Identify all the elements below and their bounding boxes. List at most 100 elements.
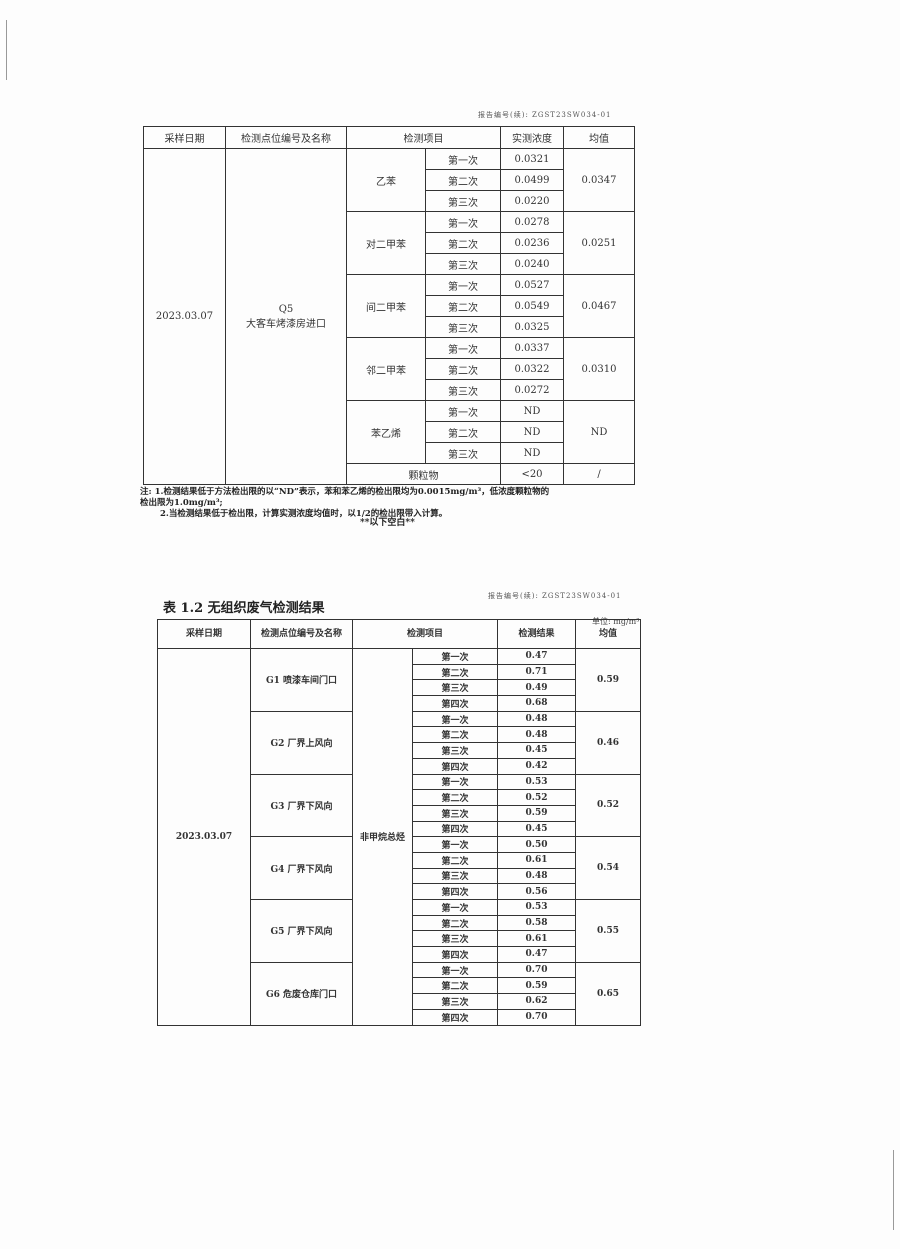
measured-value: 0.59 bbox=[497, 804, 577, 822]
item-name: 邻二甲苯 bbox=[346, 337, 426, 401]
measured-value: 0.45 bbox=[497, 820, 577, 838]
run-label: 第二次 bbox=[425, 232, 501, 254]
item-name: 间二甲苯 bbox=[346, 274, 426, 338]
sampling-point: G4 厂界下风向 bbox=[250, 836, 353, 900]
mean-value: / bbox=[563, 463, 635, 485]
mean-value: 0.46 bbox=[575, 710, 642, 775]
run-label: 第四次 bbox=[411, 820, 499, 838]
run-label: 第三次 bbox=[411, 804, 499, 822]
measured-value: 0.59 bbox=[497, 977, 577, 995]
header-item: 检测项目 bbox=[346, 126, 501, 149]
mean-value: 0.52 bbox=[575, 773, 642, 838]
run-label: 第三次 bbox=[425, 253, 501, 275]
table-row: 第三次 0.0240 bbox=[144, 253, 635, 275]
measured-value: 0.0527 bbox=[500, 274, 564, 296]
run-label: 第二次 bbox=[411, 726, 499, 744]
run-label: 第一次 bbox=[411, 899, 499, 916]
item-name: 乙苯 bbox=[346, 148, 426, 212]
run-label: 第一次 bbox=[425, 148, 501, 170]
mean-value: 0.0310 bbox=[563, 337, 635, 401]
table-row: 第二次 0.52 bbox=[158, 789, 641, 806]
scan-edge bbox=[893, 1150, 894, 1230]
sample-date: 2023.03.07 bbox=[157, 648, 251, 1026]
note-line: 2.当检测结果低于检出限，计算实测浓度均值时，以1/2的检出限带入计算。 bbox=[160, 509, 448, 519]
run-label: 第二次 bbox=[425, 295, 501, 317]
measured-value: 0.49 bbox=[497, 679, 577, 697]
table-row: 2023.03.07 Q5 大客车烤漆房进口 乙苯 第一次 0.0321 0.0347 bbox=[143, 148, 635, 485]
header-item: 检测项目 bbox=[351, 619, 499, 649]
measured-value: <20 bbox=[500, 463, 564, 485]
measured-value: ND bbox=[500, 400, 564, 422]
table-row: 第四次 0.56 bbox=[158, 883, 641, 900]
run-label: 第二次 bbox=[425, 358, 501, 380]
measured-value: 0.61 bbox=[497, 851, 577, 869]
table-row: 第三次 0.0272 bbox=[144, 379, 635, 401]
header-value: 实测浓度 bbox=[500, 126, 564, 149]
voc-results-table: 采样日期 检测点位编号及名称 检测项目 实测浓度 均值 2023.03.07 Q5… bbox=[143, 126, 635, 485]
run-label: 第二次 bbox=[425, 421, 501, 443]
measured-value: 0.48 bbox=[497, 867, 577, 885]
run-label: 第一次 bbox=[425, 337, 501, 359]
run-label: 第一次 bbox=[411, 773, 499, 791]
table-row: 2023.03.07 G1 喷漆车间门口 非甲烷总烃 第一次 0.47 0.59 bbox=[157, 648, 642, 1026]
measured-value: 0.0325 bbox=[500, 316, 564, 338]
mean-value: 0.0347 bbox=[563, 148, 635, 212]
table-row: 第二次 0.59 bbox=[158, 977, 641, 995]
run-label: 第一次 bbox=[411, 648, 499, 665]
mean-value: 0.59 bbox=[575, 648, 642, 712]
table-title: 表 1.2 无组织废气检测结果 bbox=[163, 601, 325, 616]
run-label: 第二次 bbox=[425, 169, 501, 191]
run-label: 第二次 bbox=[411, 663, 499, 681]
measured-value: 0.61 bbox=[497, 930, 577, 948]
table-notes: 注: 1.检测结果低于方法检出限的以“ND”表示，苯和苯乙烯的检出限均为0.00… bbox=[140, 487, 549, 520]
report-code: 报告编号(续): ZGST23SW034-01 bbox=[488, 592, 622, 600]
header-mean: 均值 bbox=[563, 126, 635, 149]
run-label: 第四次 bbox=[411, 757, 499, 775]
measured-value: 0.0272 bbox=[500, 379, 564, 401]
measured-value: 0.0499 bbox=[500, 169, 564, 191]
item-name: 对二甲苯 bbox=[346, 211, 426, 275]
table-row: 第二次 0.0499 bbox=[144, 169, 635, 191]
measured-value: 0.56 bbox=[497, 883, 577, 900]
measured-value: 0.0321 bbox=[500, 148, 564, 170]
sample-date: 2023.03.07 bbox=[143, 148, 226, 485]
run-label: 第四次 bbox=[411, 946, 499, 963]
table-row: 第四次 0.70 bbox=[158, 1008, 641, 1026]
measured-value: 0.42 bbox=[497, 757, 577, 775]
run-label: 第一次 bbox=[425, 274, 501, 296]
table-row: 第四次 0.42 bbox=[158, 757, 641, 775]
run-label: 第三次 bbox=[425, 379, 501, 401]
run-label: 第四次 bbox=[411, 1008, 499, 1026]
run-label: 第二次 bbox=[411, 851, 499, 869]
sampling-point: G2 厂界上风向 bbox=[250, 710, 353, 775]
table-row: 苯乙烯 第一次 ND ND bbox=[144, 400, 635, 464]
measured-value: 0.71 bbox=[497, 663, 577, 681]
note-line: 检出限为1.0mg/m³; bbox=[140, 498, 223, 508]
table-header-row: 采样日期 检测点位编号及名称 检测项目 检测结果 均值 bbox=[157, 619, 642, 649]
measured-value: 0.0337 bbox=[500, 337, 564, 359]
run-label: 第一次 bbox=[425, 400, 501, 422]
table-row: 颗粒物 <20/ bbox=[144, 463, 635, 485]
table-header-row: 采样日期 检测点位编号及名称 检测项目 实测浓度 均值 bbox=[143, 126, 635, 149]
run-label: 第二次 bbox=[411, 789, 499, 806]
blank-below-marker: **以下空白** bbox=[360, 518, 415, 528]
item-name: 颗粒物 bbox=[346, 463, 501, 485]
run-label: 第三次 bbox=[411, 930, 499, 948]
table-row: G4 厂界下风向 第一次 0.50 0.54 bbox=[158, 836, 642, 900]
run-label: 第一次 bbox=[425, 211, 501, 233]
header-result: 检测结果 bbox=[497, 619, 577, 649]
unorganized-gas-table: 采样日期 检测点位编号及名称 检测项目 检测结果 均值 2023.03.07 G1… bbox=[157, 619, 642, 1026]
measured-value: 0.48 bbox=[497, 726, 577, 744]
mean-value: ND bbox=[563, 400, 635, 464]
measured-value: 0.0278 bbox=[500, 211, 564, 233]
table-row: G2 厂界上风向 第一次 0.48 0.46 bbox=[158, 710, 642, 775]
mean-value: 0.0251 bbox=[563, 211, 635, 275]
measured-value: 0.58 bbox=[497, 914, 577, 932]
measured-value: 0.70 bbox=[497, 961, 577, 979]
header-point: 检测点位编号及名称 bbox=[250, 619, 353, 649]
measured-value: 0.0220 bbox=[500, 190, 564, 212]
note-line: 注: 1.检测结果低于方法检出限的以“ND”表示，苯和苯乙烯的检出限均为0.00… bbox=[140, 487, 550, 497]
measured-value: 0.0322 bbox=[500, 358, 564, 380]
run-label: 第三次 bbox=[425, 316, 501, 338]
table-row: G3 厂界下风向 第一次 0.53 0.52 bbox=[158, 773, 642, 838]
